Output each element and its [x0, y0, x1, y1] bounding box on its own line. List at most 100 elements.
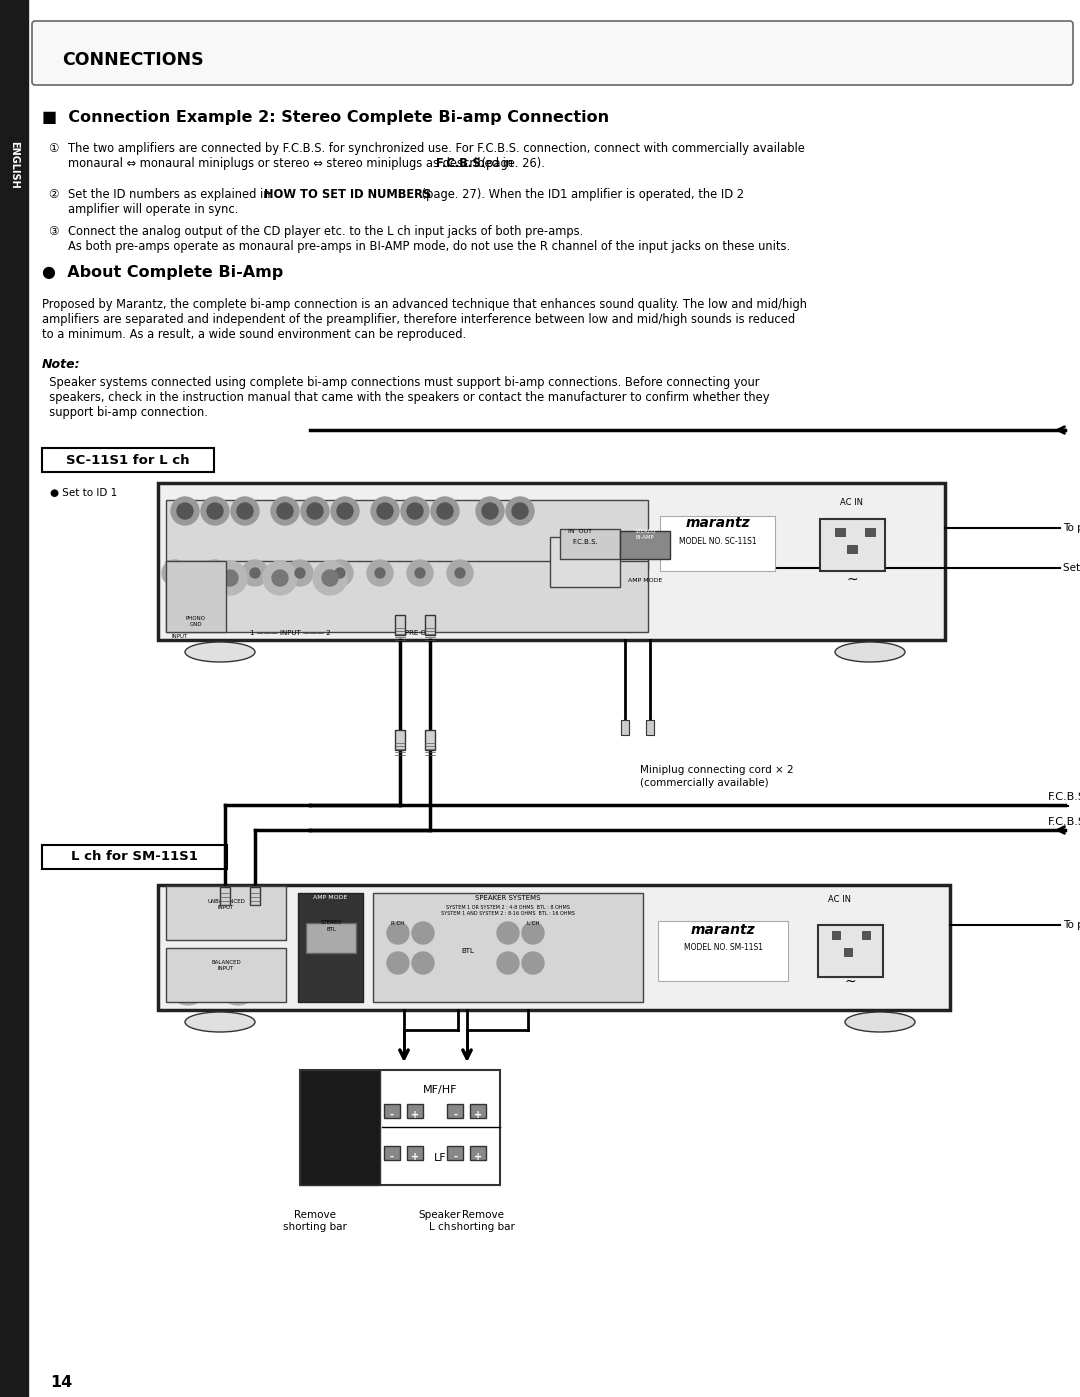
- Text: -: -: [453, 1111, 457, 1120]
- Text: marantz: marantz: [686, 515, 751, 529]
- Circle shape: [222, 570, 238, 585]
- Circle shape: [407, 560, 433, 585]
- Text: ● Set to ID 1: ● Set to ID 1: [50, 488, 118, 497]
- Text: (page. 27). When the ID1 amplifier is operated, the ID 2: (page. 27). When the ID1 amplifier is op…: [418, 189, 744, 201]
- Text: ③: ③: [48, 225, 58, 237]
- Bar: [426, 615, 435, 636]
- Text: Connect the analog output of the CD player etc. to the L ch input jacks of both : Connect the analog output of the CD play…: [68, 225, 583, 237]
- Text: To power outlet: To power outlet: [1063, 921, 1080, 930]
- Circle shape: [387, 951, 409, 974]
- Circle shape: [415, 569, 426, 578]
- Text: (commercially available): (commercially available): [640, 778, 769, 788]
- Text: F.C.B.S.: F.C.B.S.: [436, 156, 485, 170]
- Ellipse shape: [185, 643, 255, 662]
- Circle shape: [249, 911, 276, 939]
- Circle shape: [337, 503, 353, 520]
- Circle shape: [407, 503, 423, 520]
- Text: MODEL NO. SM-11S1: MODEL NO. SM-11S1: [684, 943, 762, 951]
- Text: Miniplug connecting cord × 2: Miniplug connecting cord × 2: [640, 766, 794, 775]
- Circle shape: [482, 503, 498, 520]
- Circle shape: [497, 922, 519, 944]
- Bar: [621, 719, 629, 735]
- Text: Speaker
L ch: Speaker L ch: [419, 1210, 461, 1232]
- Bar: [426, 731, 435, 750]
- Bar: [158, 483, 945, 640]
- Bar: [843, 949, 852, 956]
- Circle shape: [287, 560, 313, 585]
- Circle shape: [437, 503, 453, 520]
- Bar: [847, 545, 858, 553]
- Circle shape: [170, 569, 180, 578]
- Circle shape: [249, 569, 260, 578]
- Bar: [447, 1104, 463, 1118]
- Text: L CH: L CH: [527, 921, 539, 926]
- Circle shape: [512, 503, 528, 520]
- Bar: [561, 529, 620, 559]
- Circle shape: [330, 497, 359, 525]
- Circle shape: [497, 951, 519, 974]
- Circle shape: [377, 503, 393, 520]
- Circle shape: [177, 503, 193, 520]
- Text: +: +: [474, 1153, 482, 1162]
- Bar: [395, 615, 405, 636]
- Circle shape: [207, 503, 222, 520]
- Circle shape: [237, 503, 253, 520]
- Circle shape: [171, 497, 199, 525]
- Circle shape: [375, 569, 384, 578]
- Circle shape: [217, 919, 229, 930]
- Text: support bi-amp connection.: support bi-amp connection.: [42, 407, 207, 419]
- Text: STEREO: STEREO: [321, 921, 341, 925]
- Text: To power outlet: To power outlet: [1063, 522, 1080, 534]
- Bar: [42, 845, 227, 869]
- Circle shape: [257, 919, 269, 930]
- Circle shape: [231, 497, 259, 525]
- Circle shape: [210, 911, 237, 939]
- Text: amplifier will operate in sync.: amplifier will operate in sync.: [68, 203, 239, 217]
- Text: BTL: BTL: [461, 949, 474, 954]
- FancyBboxPatch shape: [32, 21, 1074, 85]
- Circle shape: [295, 569, 305, 578]
- Text: AC IN: AC IN: [828, 895, 851, 904]
- Circle shape: [455, 569, 465, 578]
- Text: Remove
shorting bar: Remove shorting bar: [283, 1210, 347, 1232]
- Text: BTL: BTL: [326, 928, 336, 932]
- Text: ENGLISH: ENGLISH: [9, 141, 19, 189]
- Circle shape: [213, 562, 247, 595]
- Bar: [407, 1146, 423, 1160]
- Circle shape: [177, 570, 193, 585]
- Bar: [166, 562, 226, 631]
- Text: Note:: Note:: [42, 358, 81, 372]
- Bar: [300, 1070, 500, 1185]
- Circle shape: [327, 560, 353, 585]
- Circle shape: [201, 497, 229, 525]
- Text: PRE OUT: PRE OUT: [405, 630, 435, 636]
- Bar: [447, 1146, 463, 1160]
- Circle shape: [202, 560, 228, 585]
- Bar: [820, 520, 885, 571]
- Text: Set to BI-AMP: Set to BI-AMP: [1063, 563, 1080, 573]
- Bar: [862, 930, 870, 939]
- Bar: [818, 925, 883, 977]
- Text: INPUT: INPUT: [218, 965, 234, 971]
- Text: ②: ②: [48, 189, 58, 201]
- Bar: [384, 1146, 400, 1160]
- Bar: [865, 528, 875, 536]
- Text: HOW TO SET ID NUMBERS: HOW TO SET ID NUMBERS: [264, 189, 431, 201]
- Circle shape: [476, 497, 504, 525]
- Text: ■  Connection Example 2: Stereo Complete Bi-amp Connection: ■ Connection Example 2: Stereo Complete …: [42, 110, 609, 124]
- Text: ①: ①: [48, 142, 58, 155]
- Circle shape: [210, 569, 220, 578]
- Text: -: -: [390, 1111, 394, 1120]
- Bar: [470, 1146, 486, 1160]
- Ellipse shape: [835, 643, 905, 662]
- Bar: [470, 1104, 486, 1118]
- Bar: [373, 893, 643, 1002]
- Circle shape: [522, 922, 544, 944]
- Circle shape: [401, 497, 429, 525]
- Bar: [660, 515, 775, 571]
- Bar: [646, 719, 654, 735]
- Text: PHONO
INPUT: PHONO INPUT: [170, 629, 190, 638]
- Circle shape: [335, 569, 345, 578]
- Bar: [395, 731, 405, 750]
- Circle shape: [387, 922, 409, 944]
